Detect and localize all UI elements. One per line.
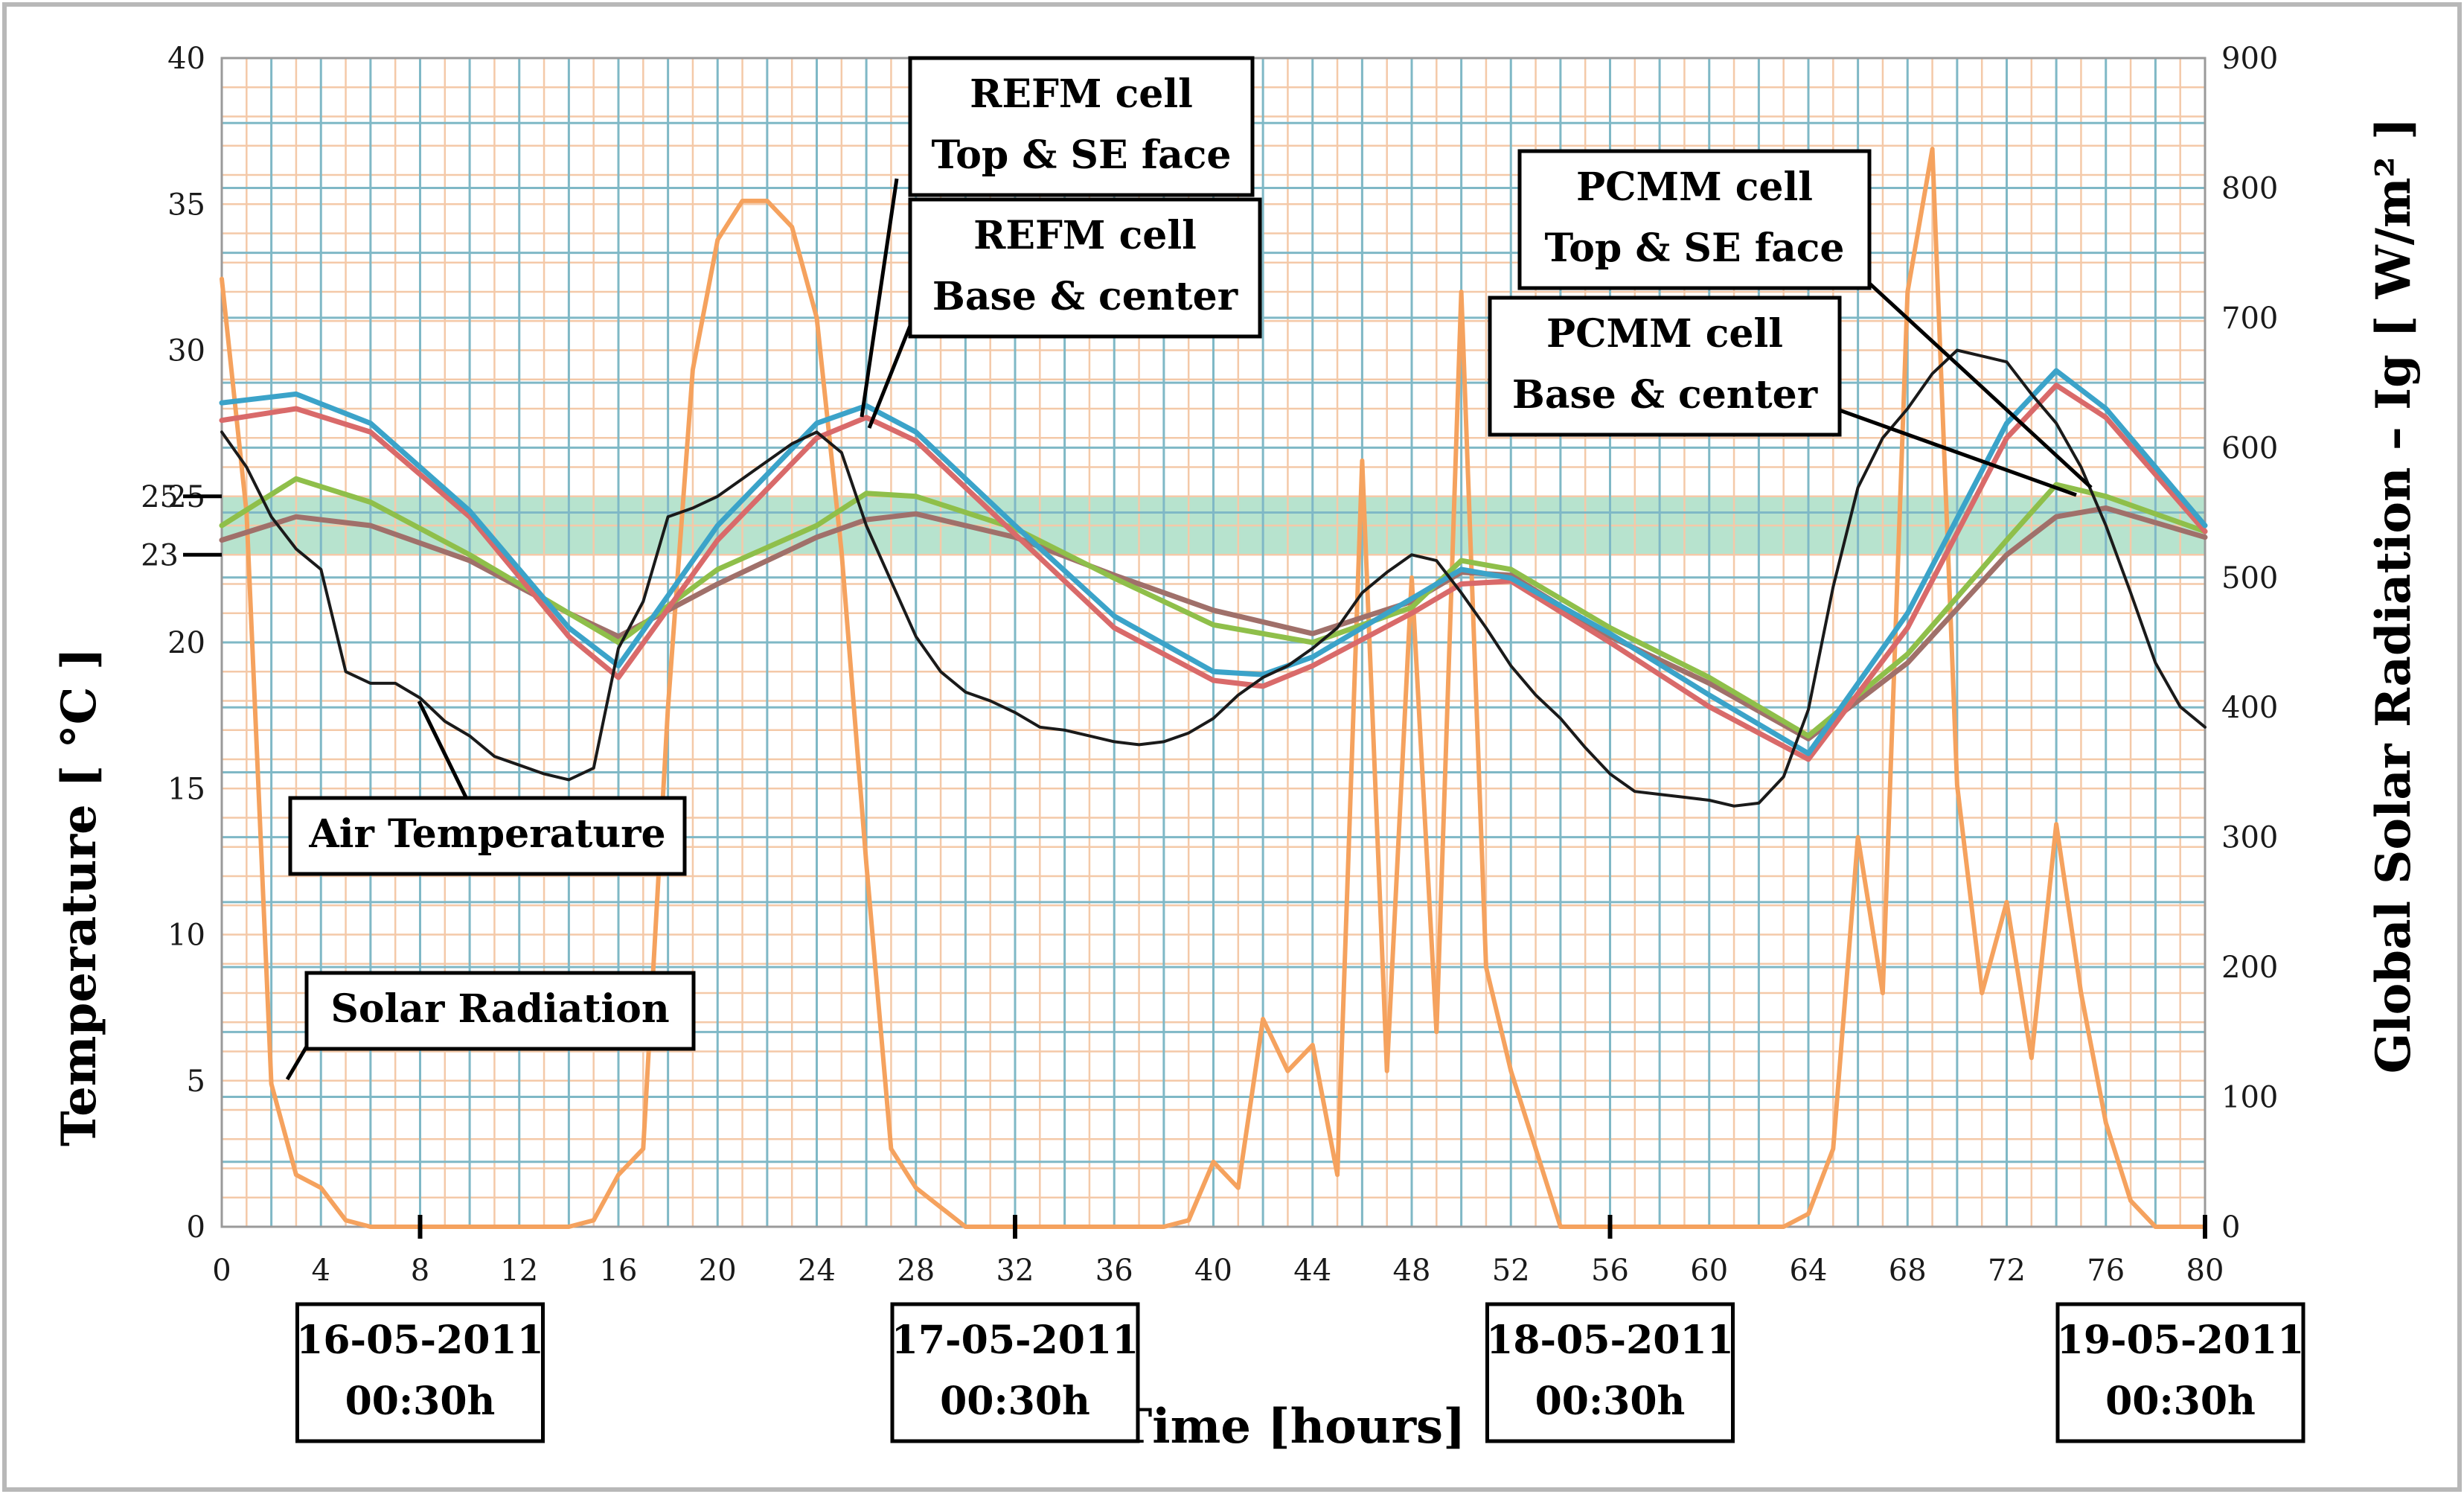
x-tick-label: 4 [312,1254,330,1288]
series-line-refm-cell-top-and-se-face [219,368,2208,756]
x-tick-label: 36 [1095,1254,1133,1288]
y-left-extra-tick-label: 23 [141,538,179,572]
annotation-solar-radiation: Solar Radiation [304,971,696,1051]
x-tick-label: 32 [996,1254,1034,1288]
date-label-2-box [890,1302,1140,1443]
y-right-tick-label: 0 [2221,1210,2240,1245]
annotation-refm-top-se-box [908,56,1255,197]
y-right-tick-label: 800 [2221,171,2278,205]
annotations: REFM cell Top & SE face REFM cell Base & ce… [285,56,2305,1443]
y-right-tick-label: 100 [2221,1081,2278,1115]
leader-refm-top [860,178,899,418]
date-label-1-text: 00:30h [345,1379,496,1424]
annotation-pcmm-top-se-text: Top & SE face [1544,226,1844,271]
annotation-solar-radiation-box [304,971,696,1051]
date-label-2-text: 17-05-2011 [892,1318,1139,1363]
series-line-solar-radiation [220,147,2207,1229]
annotation-air-temperature-box [288,796,687,876]
y-right-tick-label: 600 [2221,431,2278,465]
axis-ticks: 0510152025303540232501002003004005006007… [141,42,2278,1288]
x-tick-label: 60 [1690,1254,1728,1288]
y-right-tick-label: 500 [2221,561,2278,596]
x-tick-label: 76 [2087,1254,2125,1288]
date-label-3-box [1485,1302,1735,1443]
annotation-pcmm-base-center-text: Base & center [1512,372,1818,418]
date-label-4: 19-05-2011 00:30h [2055,1302,2305,1443]
date-label-4-text: 00:30h [2105,1379,2256,1424]
y-left-tick-label: 5 [187,1064,205,1099]
date-label-2: 17-05-2011 00:30h [890,1302,1140,1443]
annotation-refm-base-center-text: Base & center [932,274,1238,319]
annotation-refm-top-se-text: REFM cell [970,71,1193,117]
annotation-refm-base-center-text: REFM cell [973,213,1197,258]
annotation-air-temperature: Air Temperature [288,796,687,876]
x-tick-label: 24 [798,1254,836,1288]
series-line-pcmm-cell-top-and-se-face [219,383,2208,762]
x-tick-label: 16 [600,1254,638,1288]
annotation-pcmm-base-center-box [1488,296,1842,437]
date-label-4-text: 19-05-2011 [2057,1318,2305,1363]
x-tick-label: 52 [1492,1254,1530,1288]
x-tick-label: 8 [411,1254,429,1288]
annotation-pcmm-top-se-box [1517,149,1872,290]
date-label-3: 18-05-2011 00:30h [1485,1302,1735,1443]
x-tick-label: 64 [1790,1254,1828,1288]
annotation-refm-top-se: REFM cell Top & SE face [908,56,1255,197]
leader-pcmm-base [1826,403,2077,497]
y-axis-title-left: Temperature [ °C ] [51,648,107,1146]
annotation-solar-radiation-text: Solar Radiation [330,986,669,1032]
y-left-tick-label: 15 [167,772,205,806]
annotation-refm-top-se-text: Top & SE face [931,133,1231,178]
x-tick-label: 56 [1591,1254,1629,1288]
y-right-tick-label: 200 [2221,951,2278,985]
y-left-tick-label: 20 [167,626,205,660]
x-tick-label: 28 [897,1254,935,1288]
annotation-air-temperature-text: Air Temperature [308,811,665,857]
x-tick-label: 72 [1988,1254,2026,1288]
x-tick-label: 44 [1293,1254,1331,1288]
annotation-pcmm-top-se-text: PCMM cell [1576,165,1813,210]
x-tick-label: 68 [1889,1254,1927,1288]
x-tick-label: 20 [699,1254,737,1288]
y-right-tick-label: 700 [2221,301,2278,336]
x-tick-label: 40 [1194,1254,1232,1288]
y-left-tick-label: 10 [167,919,205,953]
x-tick-label: 0 [212,1254,231,1288]
date-label-3-text: 18-05-2011 [1486,1318,1734,1363]
date-label-3-text: 00:30h [1535,1379,1686,1424]
y-left-tick-label: 30 [167,334,205,368]
x-axis-title: Time [hours] [1117,1399,1466,1455]
series-line-air-temperature [220,348,2207,808]
y-left-extra-tick-label: 25 [141,480,179,514]
annotation-pcmm-base-center-text: PCMM cell [1546,311,1783,357]
annotation-refm-base-center: REFM cell Base & center [908,197,1262,339]
date-label-4-box [2055,1302,2305,1443]
y-left-tick-label: 0 [187,1210,205,1245]
date-label-1-box [295,1302,545,1443]
y-right-tick-label: 900 [2221,42,2278,76]
leader-air [417,700,470,802]
y-axis-title-right: Global Solar Radiation – Ig [ W/m² ] [2366,118,2422,1074]
x-tick-label: 12 [500,1254,538,1288]
series-layer [219,147,2208,1229]
axis-titles: Time [hours] Temperature [ °C ] Global S… [51,118,2422,1455]
date-label-1-text: 16-05-2011 [296,1318,544,1363]
date-label-1: 16-05-2011 00:30h [295,1302,545,1443]
y-right-tick-label: 300 [2221,821,2278,855]
annotation-pcmm-base-center: PCMM cell Base & center [1488,296,1842,437]
annotation-refm-base-center-box [908,197,1262,339]
y-right-tick-label: 400 [2221,691,2278,725]
leader-pcmm-top [1855,270,2093,489]
series-line-pcmm-cell-base-and-center [219,476,2208,739]
x-tick-label: 80 [2186,1254,2224,1288]
annotation-pcmm-top-se: PCMM cell Top & SE face [1517,149,1872,290]
y-left-tick-label: 35 [167,188,205,222]
y-left-tick-label: 40 [167,42,205,76]
date-label-2-text: 00:30h [940,1379,1090,1424]
x-tick-label: 48 [1393,1254,1431,1288]
